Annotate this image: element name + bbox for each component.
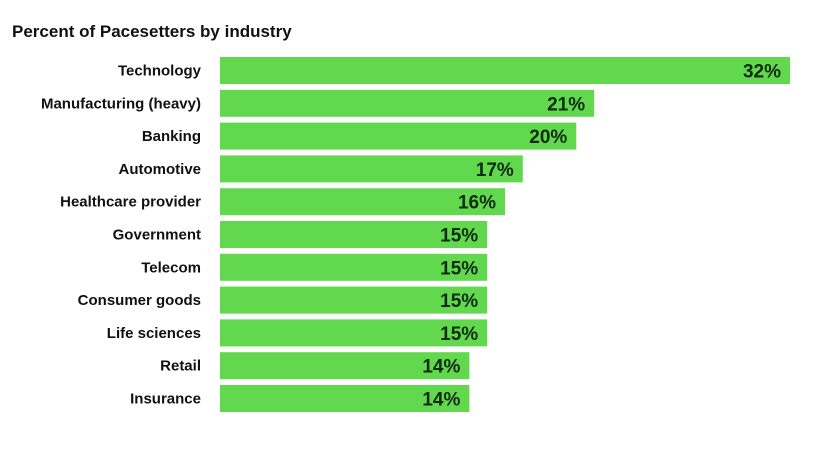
value-label: 32% xyxy=(743,62,781,83)
bar-insurance xyxy=(220,385,470,412)
bar-technology xyxy=(220,57,790,84)
bar-life-sciences xyxy=(220,319,488,347)
bar-retail xyxy=(220,352,470,380)
category-label: Life sciences xyxy=(107,325,201,342)
bars-layer: Technology 32% Manufacturing (heavy) 21% Ban… xyxy=(41,57,790,412)
category-label: Consumer goods xyxy=(78,292,201,309)
value-label: 15% xyxy=(440,258,478,279)
category-label: Retail xyxy=(160,358,201,375)
category-label: Automotive xyxy=(119,161,202,178)
value-label: 17% xyxy=(476,160,514,181)
value-label: 14% xyxy=(422,357,460,378)
value-label: 15% xyxy=(440,324,478,345)
category-label: Banking xyxy=(142,128,201,145)
bar-manufacturing-heavy xyxy=(220,89,595,117)
value-label: 14% xyxy=(422,390,460,411)
bar-healthcare-provider xyxy=(220,188,505,216)
chart-title: Percent of Pacesetters by industry xyxy=(12,22,292,41)
category-label: Insurance xyxy=(130,391,201,408)
bar-government xyxy=(220,221,488,248)
value-label: 21% xyxy=(547,94,585,115)
category-label: Manufacturing (heavy) xyxy=(41,95,201,112)
category-label: Government xyxy=(113,227,201,244)
category-label: Technology xyxy=(118,63,202,80)
bar-automotive xyxy=(220,155,523,183)
value-label: 15% xyxy=(440,226,478,247)
category-label: Healthcare provider xyxy=(60,194,201,211)
bar-banking xyxy=(220,122,577,150)
bar-telecom xyxy=(220,253,488,281)
category-label: Telecom xyxy=(141,259,201,276)
bar-consumer-goods xyxy=(220,286,488,314)
value-label: 16% xyxy=(458,193,496,214)
value-label: 15% xyxy=(440,291,478,312)
value-label: 20% xyxy=(529,127,567,148)
